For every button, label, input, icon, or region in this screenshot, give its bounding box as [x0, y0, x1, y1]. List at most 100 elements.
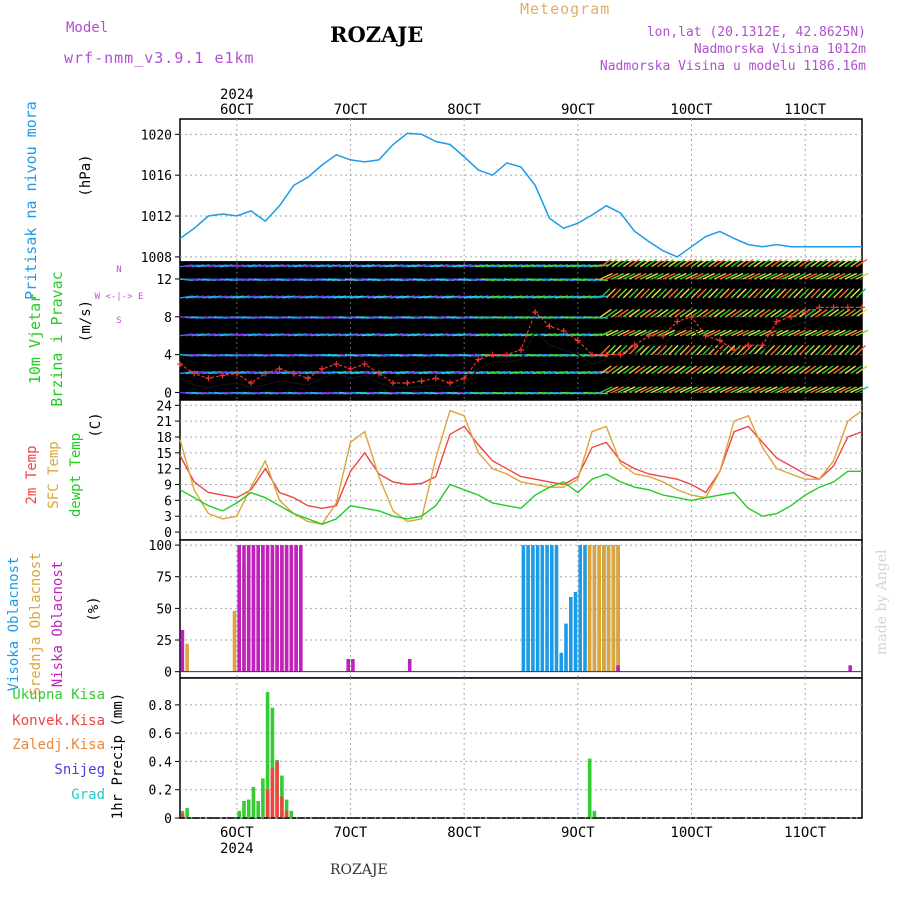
precip-bar-precip_total — [261, 778, 265, 818]
wind-gust-point — [347, 365, 354, 372]
model-altitude-info: Nadmorska Visina u modelu 1186.16m — [599, 59, 866, 74]
cloud-bar-mid_cloud — [611, 545, 616, 672]
temperature-ytick-label: 9 — [164, 479, 172, 494]
wind-gust-point — [503, 351, 510, 358]
temp-side-label: 2m Temp — [24, 445, 40, 504]
wind-gust-point — [262, 370, 269, 377]
compass-label: W <-|-> E — [95, 292, 144, 302]
cloud-unit-label: (%) — [86, 596, 102, 621]
year-label-top: 2024 — [220, 87, 254, 103]
temp-unit-label: (C) — [88, 412, 104, 437]
cloud-bar-low_cloud — [275, 545, 279, 672]
cloud-bar-high_cloud — [554, 545, 559, 672]
model-value: wrf-nmm_v3.9.1 e1km — [64, 49, 255, 67]
model-label: Model — [66, 20, 109, 36]
temperature-ytick-label: 12 — [156, 463, 172, 478]
wind-gust-point — [546, 323, 553, 330]
precip-ytick-label: 0.2 — [149, 784, 172, 799]
pressure-ytick-label: 1020 — [141, 128, 172, 143]
pressure-side-label: Pritisak na nivou mora — [22, 101, 40, 300]
wind-gust-point — [589, 351, 596, 358]
precip-bar-precip_conv — [284, 810, 289, 818]
time-tick-label-top: 11OCT — [784, 102, 827, 118]
cloud-side-label: Srednja Oblacnost — [28, 552, 44, 695]
precip-ytick-label: 0 — [164, 812, 172, 827]
cloud-bar-mid_cloud — [597, 545, 601, 672]
wind-gust-point — [645, 332, 652, 339]
wind-gust-point — [418, 378, 425, 385]
pressure-line — [179, 132, 862, 258]
cloud-bar-low_cloud — [848, 665, 852, 672]
wind-gust-point — [702, 332, 709, 339]
clouds-ytick-label: 0 — [164, 666, 172, 681]
wind-gust-point — [802, 309, 809, 316]
location-title: ROZAJE — [330, 22, 424, 47]
wind-gust-point — [532, 309, 539, 316]
altitude-info: Nadmorska Visina 1012m — [693, 42, 866, 57]
precip-bar-precip_conv — [280, 796, 284, 818]
wind-gust-point — [390, 379, 397, 386]
cloud-bar-low_cloud — [616, 665, 620, 672]
wind-gust-point — [688, 313, 695, 320]
cloud-bar-low_cloud — [407, 659, 412, 672]
precip-bar-precip_total — [251, 786, 256, 818]
precip-bar-precip_total — [265, 692, 270, 818]
time-tick-label-top: 6OCT — [220, 102, 254, 118]
cloud-side-label: Visoka Oblacnost — [6, 557, 22, 692]
temp-line-0 — [179, 425, 863, 510]
wind-gust-point — [617, 351, 624, 358]
cloud-bar-low_cloud — [237, 545, 241, 672]
precip-legend-label: Konvek.Kisa — [12, 713, 105, 729]
pressure-ytick-label: 1012 — [141, 210, 172, 225]
cloud-bar-low_cloud — [289, 545, 294, 672]
temperature-ytick-label: 15 — [156, 447, 172, 462]
cloud-bar-high_cloud — [559, 652, 564, 672]
cloud-bar-mid_cloud — [616, 545, 620, 672]
cloud-side-label: Niska Oblacnost — [50, 561, 66, 687]
wind-gust-point — [816, 304, 823, 311]
pressure-ytick-label: 1008 — [141, 251, 172, 266]
precip-legend-label: Grad — [71, 787, 105, 803]
compass-n-label: N — [116, 265, 121, 275]
wind-gust-point — [759, 342, 766, 349]
wind-side-label-2: Brzina i Pravac — [48, 271, 66, 406]
time-tick-label-top: 10OCT — [670, 102, 713, 118]
time-tick-label-bottom: 8OCT — [447, 825, 481, 841]
wind-gust-point — [603, 351, 610, 358]
pressure-panel-frame — [179, 118, 863, 263]
precip-ytick-label: 0.8 — [149, 699, 172, 714]
precip-bar-precip_total — [284, 799, 289, 818]
cloud-bar-high_cloud — [578, 545, 582, 672]
wind-ytick-label: 4 — [164, 349, 172, 364]
temperature-ytick-label: 24 — [156, 399, 172, 414]
precip-bar-precip_conv — [265, 789, 270, 818]
wind-unit-label: (m/s) — [78, 300, 94, 342]
precip-bar-precip_total — [185, 808, 189, 818]
watermark: made by Angel — [874, 549, 890, 655]
wind-gust-point — [745, 342, 752, 349]
wind-ytick-label: 12 — [156, 273, 172, 288]
cloud-bar-low_cloud — [270, 545, 275, 672]
precip-bar-precip_conv — [275, 761, 279, 818]
time-tick-label-bottom: 7OCT — [334, 825, 368, 841]
wind-gust-point — [716, 337, 723, 344]
precip-ytick-label: 0.6 — [149, 727, 172, 742]
wind-gust-point — [233, 370, 240, 377]
wind-gust-point — [787, 313, 794, 320]
time-tick-label-bottom: 9OCT — [561, 825, 595, 841]
wind-gust-point — [674, 318, 681, 325]
wind-arrow-field — [179, 258, 869, 395]
wind-gust-point — [177, 361, 183, 368]
cloud-bar-high_cloud — [564, 623, 568, 672]
pressure-ytick-label: 1016 — [141, 169, 172, 184]
cloud-bar-low_cloud — [280, 545, 284, 672]
wind-ytick-label: 8 — [164, 311, 172, 326]
precip-ytick-label: 0.4 — [149, 755, 173, 770]
precip-legend-label: Zaledj.Kisa — [12, 737, 105, 753]
wind-gust-point — [319, 365, 326, 372]
precip-bar-precip_conv — [270, 768, 275, 818]
wind-gust-point — [518, 346, 524, 353]
cloud-bar-low_cloud — [256, 545, 260, 672]
wind-gust-point — [475, 356, 482, 363]
